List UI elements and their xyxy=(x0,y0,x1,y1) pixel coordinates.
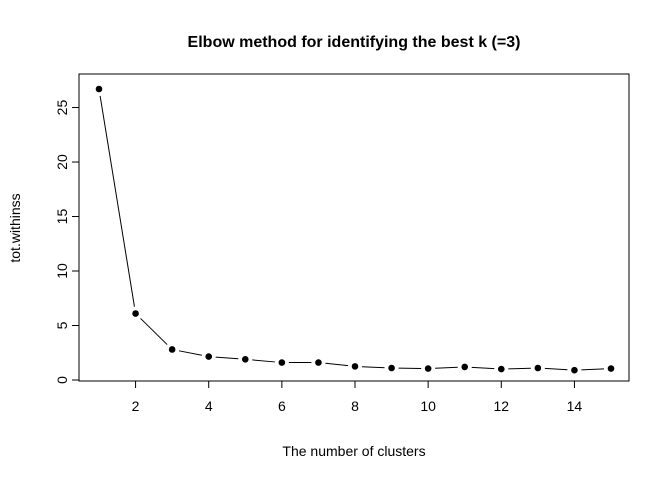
x-tick-label: 4 xyxy=(205,398,213,414)
series-segment xyxy=(361,366,385,369)
series-segment xyxy=(99,95,135,307)
series-segment xyxy=(140,318,168,345)
y-tick-label: 20 xyxy=(54,154,70,170)
x-tick-label: 8 xyxy=(351,398,359,414)
y-tick-label: 0 xyxy=(54,376,70,384)
series-segment xyxy=(544,367,568,371)
x-tick-label: 10 xyxy=(420,398,436,414)
x-tick-label: 6 xyxy=(278,398,286,414)
series-segment xyxy=(471,366,495,370)
data-point xyxy=(388,364,395,372)
data-point xyxy=(132,310,139,317)
y-tick-label: 25 xyxy=(54,100,70,116)
y-axis: 0 5 10 15 20 25 xyxy=(54,100,80,384)
data-point xyxy=(168,346,176,353)
y-axis-label: tot.withinss xyxy=(7,193,23,262)
data-point xyxy=(205,353,213,360)
data-point xyxy=(534,364,542,372)
data-point xyxy=(95,85,103,93)
plot-frame xyxy=(78,73,630,382)
x-axis-label: The number of clusters xyxy=(282,443,425,459)
x-tick-label: 14 xyxy=(567,398,583,414)
x-axis: 2 4 6 8 10 12 14 xyxy=(132,380,583,414)
data-point xyxy=(461,363,469,371)
data-point xyxy=(278,359,286,366)
data-point xyxy=(241,355,249,363)
series-segment xyxy=(325,362,349,367)
series-segment xyxy=(435,366,458,369)
y-tick-label: 5 xyxy=(54,321,70,329)
x-tick-label: 2 xyxy=(132,398,140,414)
series-segment xyxy=(581,368,605,371)
data-point xyxy=(351,363,359,370)
series-layer xyxy=(95,85,615,374)
data-point xyxy=(424,365,432,372)
y-tick-label: 10 xyxy=(54,263,70,279)
series-segment xyxy=(215,356,239,360)
series-segment xyxy=(178,350,202,356)
data-point xyxy=(315,359,322,366)
x-tick-label: 12 xyxy=(493,398,509,414)
series-segment xyxy=(252,359,275,363)
chart-title: Elbow method for identifying the best k … xyxy=(188,34,521,51)
data-point xyxy=(607,365,615,372)
data-point xyxy=(497,365,505,373)
data-point xyxy=(571,366,578,374)
series-segment xyxy=(508,367,531,370)
y-tick-label: 15 xyxy=(54,209,70,225)
